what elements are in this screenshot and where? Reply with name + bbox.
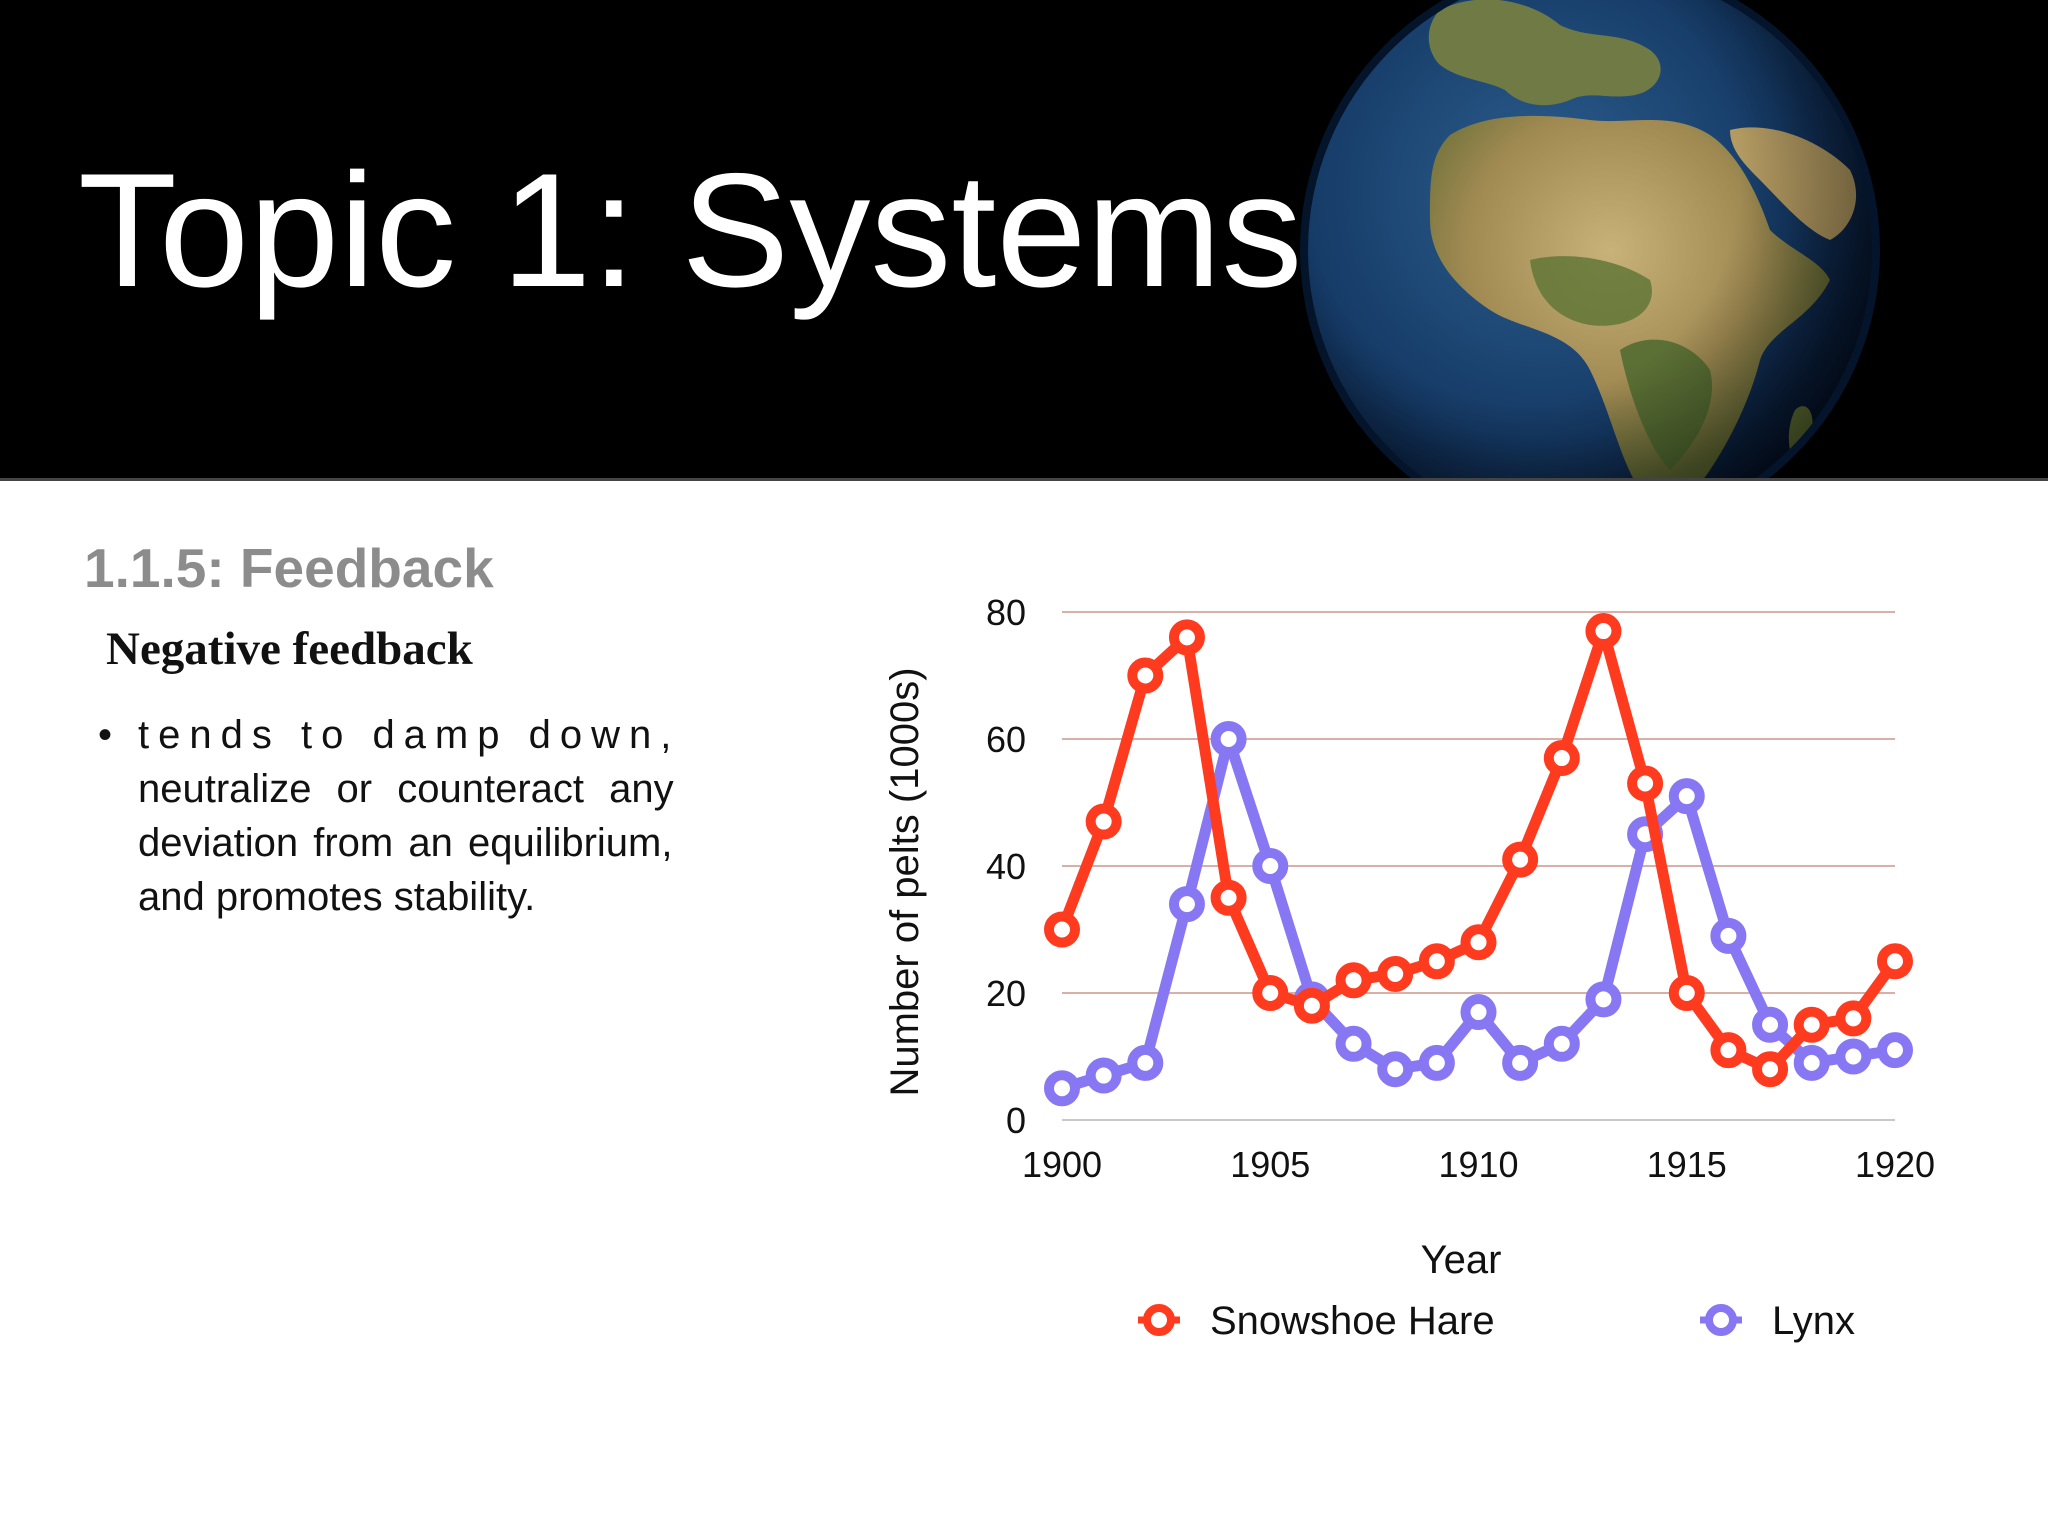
lynx-data-point [1252,848,1289,884]
lynx-data-point [1044,1070,1080,1107]
lynx-data-point [1085,1057,1122,1094]
snowshoe-hare-data-point [1168,619,1205,656]
lynx-data-point [1543,1025,1580,1062]
y-tick-label: 0 [1006,1100,1026,1141]
snowshoe-hare-data-point [1085,803,1122,840]
chart-ticks: 0 20 40 60 80 1900 1905 1910 1915 1920 [986,592,1935,1185]
lynx-data-point [1710,917,1747,954]
snowshoe-hare-data-point [1668,975,1705,1011]
earth-globe-image [1300,0,1880,480]
snowshoe-hare-data-point [1710,1032,1747,1069]
snowshoe-hare-data-point [1377,955,1414,992]
bullet-text-line: deviation from an equilibrium, [138,821,673,865]
snowshoe-hare-data-point [1044,911,1080,948]
snowshoe-hare-data-point [1877,943,1913,980]
bullet-text-line: and promotes stability. [138,875,536,919]
title-banner: Topic 1: Systems [0,0,2048,480]
bullet-text-line: neutralize or counteract any [138,767,674,811]
section-heading: 1.1.5: Feedback [84,537,494,599]
legend-lynx-marker [1705,1304,1737,1336]
y-tick-label: 80 [986,592,1026,633]
lynx-data-point [1335,1025,1372,1062]
lynx-data-point [1460,994,1497,1031]
snowshoe-hare-data-point [1627,765,1664,802]
series-lynx [1044,721,1913,1107]
chart-legend: Snowshoe Hare Lynx [1138,1299,1855,1343]
y-tick-label: 60 [986,719,1026,760]
legend-item-snowshoe-hare: Snowshoe Hare [1138,1299,1495,1343]
snowshoe-hare-data-point [1252,975,1289,1011]
x-tick-label: 1905 [1230,1144,1310,1185]
lynx-data-point [1835,1038,1872,1075]
snowshoe-hare-data-point [1335,962,1372,999]
x-tick-label: 1910 [1438,1144,1518,1185]
lynx-data-point [1210,721,1247,757]
legend-hare-label: Snowshoe Hare [1210,1299,1495,1343]
slide-title: Topic 1: Systems [78,140,1303,321]
snowshoe-hare-data-point [1543,740,1580,777]
bullet-text-line: tends to damp down, [138,713,681,757]
y-tick-label: 40 [986,846,1026,887]
x-tick-label: 1900 [1022,1144,1102,1185]
snowshoe-hare-data-point [1752,1051,1789,1088]
lynx-data-point [1377,1051,1414,1088]
lynx-data-point [1668,778,1705,815]
legend-lynx-label: Lynx [1772,1299,1855,1343]
snowshoe-hare-data-point [1127,657,1164,694]
y-axis-label: Number of pelts (1000s) [883,667,927,1096]
lynx-data-point [1127,1044,1164,1081]
series-snowshoe-hare [1044,613,1913,1088]
lynx-data-point [1502,1044,1539,1081]
lynx-data-point [1585,981,1622,1018]
snowshoe-hare-data-point [1210,879,1247,916]
snowshoe-hare-data-point [1293,987,1330,1024]
lynx-data-point [1793,1044,1830,1081]
x-tick-label: 1915 [1647,1144,1727,1185]
lynx-data-point [1418,1044,1455,1081]
x-tick-label: 1920 [1855,1144,1935,1185]
snowshoe-hare-data-point [1418,943,1455,980]
snowshoe-hare-data-point [1793,1006,1830,1043]
lynx-data-point [1752,1006,1789,1043]
snowshoe-hare-data-point [1835,1000,1872,1037]
lynx-data-point [1168,886,1205,923]
lynx-data-point [1877,1032,1913,1069]
chart-gridlines [1062,611,1895,1121]
legend-hare-marker [1143,1304,1175,1336]
snowshoe-hare-data-point [1502,841,1539,878]
x-axis-label: Year [1421,1238,1502,1282]
bullet-symbol: • [98,713,113,757]
subheading: Negative feedback [106,623,473,675]
snowshoe-hare-data-point [1585,613,1622,650]
snowshoe-hare-data-point [1460,924,1497,961]
legend-item-lynx: Lynx [1700,1299,1855,1343]
chart-series [1044,613,1913,1107]
y-tick-label: 20 [986,973,1026,1014]
banner-divider [0,478,2048,481]
